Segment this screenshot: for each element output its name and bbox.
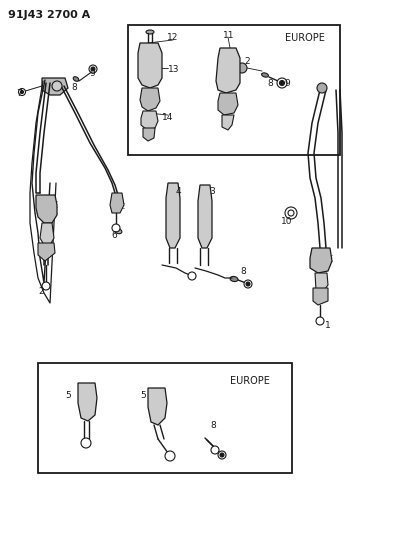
Polygon shape — [140, 88, 160, 111]
Circle shape — [220, 453, 224, 457]
Text: 2: 2 — [38, 287, 44, 295]
Circle shape — [246, 282, 250, 286]
Polygon shape — [138, 43, 162, 88]
Polygon shape — [42, 78, 68, 95]
Circle shape — [52, 81, 62, 91]
Polygon shape — [141, 111, 158, 130]
Ellipse shape — [114, 228, 122, 233]
Ellipse shape — [73, 77, 79, 82]
Text: 3: 3 — [209, 187, 215, 196]
Polygon shape — [310, 248, 332, 273]
Text: 91J43 2700 A: 91J43 2700 A — [8, 10, 90, 20]
Text: 7: 7 — [16, 88, 22, 98]
Circle shape — [188, 272, 196, 280]
Circle shape — [237, 63, 247, 73]
Circle shape — [20, 91, 24, 93]
Bar — [38, 363, 292, 473]
Circle shape — [218, 451, 226, 459]
Polygon shape — [78, 383, 97, 421]
Polygon shape — [313, 288, 328, 305]
Text: 14: 14 — [162, 114, 173, 123]
Text: 10: 10 — [281, 216, 292, 225]
Polygon shape — [198, 185, 212, 248]
Ellipse shape — [230, 277, 238, 281]
Ellipse shape — [262, 73, 268, 77]
Circle shape — [211, 446, 219, 454]
Circle shape — [288, 210, 294, 216]
Text: 13: 13 — [168, 66, 180, 75]
Text: 2: 2 — [244, 56, 250, 66]
Circle shape — [18, 88, 26, 95]
Text: 1: 1 — [325, 320, 331, 329]
Text: EUROPE: EUROPE — [285, 33, 325, 43]
Polygon shape — [222, 115, 234, 130]
Circle shape — [285, 207, 297, 219]
Circle shape — [165, 451, 175, 461]
Polygon shape — [38, 243, 55, 261]
Polygon shape — [110, 193, 124, 213]
Circle shape — [316, 317, 324, 325]
Text: 9: 9 — [284, 79, 290, 88]
Polygon shape — [216, 48, 240, 93]
Polygon shape — [148, 388, 167, 425]
Text: 8: 8 — [240, 266, 246, 276]
Circle shape — [112, 224, 120, 232]
Polygon shape — [218, 93, 238, 115]
Text: 8: 8 — [210, 421, 216, 430]
Circle shape — [81, 438, 91, 448]
Text: 11: 11 — [223, 31, 235, 41]
Text: 5: 5 — [65, 391, 71, 400]
Circle shape — [91, 67, 95, 71]
Polygon shape — [143, 128, 155, 141]
Circle shape — [42, 282, 50, 290]
Text: 4: 4 — [176, 187, 182, 196]
Text: EUROPE: EUROPE — [230, 376, 270, 386]
Bar — [128, 25, 340, 155]
Polygon shape — [36, 195, 57, 223]
Text: 6: 6 — [111, 230, 117, 239]
Circle shape — [244, 280, 252, 288]
Text: 8: 8 — [267, 79, 273, 88]
Polygon shape — [315, 273, 328, 293]
Text: 9: 9 — [89, 69, 95, 77]
Circle shape — [89, 65, 97, 73]
Polygon shape — [40, 223, 54, 245]
Circle shape — [277, 78, 287, 88]
Text: 12: 12 — [167, 34, 179, 43]
Circle shape — [279, 80, 285, 85]
Ellipse shape — [146, 30, 154, 34]
Circle shape — [317, 83, 327, 93]
Text: 8: 8 — [71, 83, 77, 92]
Polygon shape — [166, 183, 180, 248]
Text: 5: 5 — [140, 391, 146, 400]
